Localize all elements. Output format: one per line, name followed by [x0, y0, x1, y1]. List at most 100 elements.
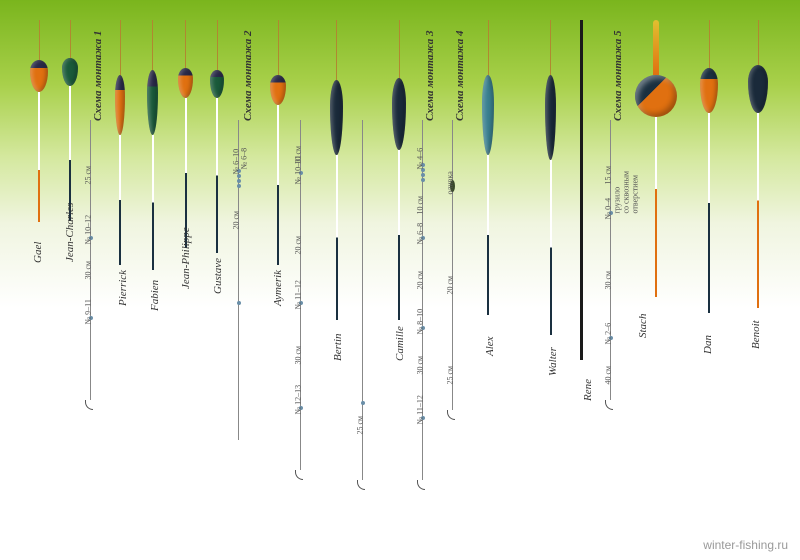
rig-marker: № 11–12	[416, 395, 425, 424]
rig-marker: № 2–6	[604, 323, 613, 345]
float-label: Alex	[484, 336, 496, 356]
rig-marker: 30 см	[604, 271, 613, 290]
float-scheme2: № 6–1020 см№ 6–8Схема монтажа 2	[238, 20, 239, 440]
float-body	[748, 65, 768, 113]
float-label: Aymerik	[272, 270, 284, 306]
float-label: Dan	[702, 335, 714, 354]
float-scheme2b: 10 см№ 10–1120 см№ 11–1230 см№ 12–13	[298, 20, 303, 480]
float-body	[482, 75, 494, 155]
float-stem	[336, 155, 338, 320]
float-antenna	[550, 20, 551, 75]
float-Benoit: Benoit	[748, 20, 768, 308]
float-stem	[580, 20, 583, 360]
rig-line: 25 см	[362, 120, 363, 480]
rig-marker: № 4–6	[416, 148, 425, 170]
rig-line: оливка20 см25 см	[452, 120, 453, 410]
weight-bead	[237, 174, 241, 178]
float-Jean-Philippe: Jean-Philippe	[178, 20, 193, 248]
float-Aymerik: Aymerik	[270, 20, 286, 265]
weight-bead	[361, 401, 365, 405]
rig-marker: 25 см	[84, 166, 93, 185]
hook-icon	[447, 410, 455, 420]
float-body	[635, 75, 677, 117]
float-label: Jean-Philippe	[180, 227, 192, 289]
float-stem	[655, 117, 657, 297]
float-stem	[152, 135, 154, 270]
float-antenna	[39, 20, 40, 60]
scheme-label: Схема монтажа 4	[454, 30, 466, 121]
float-Camille: Camille	[392, 20, 406, 320]
rig-marker: № 0–4	[604, 198, 613, 220]
float-body	[545, 75, 556, 160]
float-label: Jean-Charles	[64, 203, 76, 262]
weight-bead	[421, 173, 425, 177]
float-label: Stach	[637, 314, 649, 338]
float-antenna	[185, 20, 186, 68]
watermark: winter-fishing.ru	[703, 538, 788, 552]
float-label: Rene	[582, 379, 594, 401]
float-body	[700, 68, 718, 113]
hook-icon	[417, 480, 425, 490]
rig-marker: № 8–10	[416, 309, 425, 335]
float-label: Bertin	[332, 334, 344, 362]
float-body	[147, 70, 158, 135]
float-stem	[119, 135, 121, 265]
float-stem	[398, 150, 400, 320]
float-antenna	[152, 20, 153, 70]
float-antenna	[399, 20, 400, 78]
rig-marker: № 11–12	[294, 280, 303, 309]
rig-line: 15 см№ 0–430 см№ 2–640 см	[610, 120, 611, 400]
float-Gael: Gael	[30, 20, 48, 222]
rig-marker: № 10–11	[294, 155, 303, 184]
rig-marker: 40 см	[604, 366, 613, 385]
float-body	[62, 58, 78, 86]
rig-line: № 6–1020 см№ 6–8	[238, 120, 239, 440]
float-body	[330, 80, 343, 155]
float-label: Fabien	[149, 280, 161, 311]
float-Bertin: Bertin	[330, 20, 343, 320]
rig-line: № 4–610 см№ 6–820 см№ 8–1030 см№ 11–12	[422, 120, 423, 480]
float-label: Camille	[394, 326, 406, 361]
float-body	[210, 70, 224, 98]
rig-marker: № 9–11	[84, 299, 93, 324]
rig-marker: 30 см	[84, 261, 93, 280]
rig-marker: 25 см	[356, 416, 365, 435]
hook-icon	[85, 400, 93, 410]
float-stem	[69, 86, 71, 221]
float-antenna	[758, 20, 759, 65]
float-scheme3: № 4–610 см№ 6–820 см№ 8–1030 см№ 11–12Сх…	[420, 20, 425, 490]
float-stem	[757, 113, 759, 308]
float-label: Benoit	[750, 320, 762, 349]
float-body	[178, 68, 193, 98]
float-body	[30, 60, 48, 92]
float-Rene: Rene	[580, 20, 583, 360]
rig-marker: 15 см	[604, 166, 613, 185]
weight-bead	[237, 184, 241, 188]
hook-icon	[357, 480, 365, 490]
float-Dan: Dan	[700, 20, 718, 313]
scheme-label: Схема монтажа 2	[242, 30, 254, 121]
float-body	[115, 75, 125, 135]
float-label: Pierrick	[117, 270, 129, 306]
float-stem	[487, 155, 489, 315]
float-stem	[277, 105, 279, 265]
float-Walter: Walter	[545, 20, 556, 335]
float-scheme4: оливка20 см25 смСхема монтажа 4	[450, 20, 455, 420]
float-Stach: Stach	[635, 20, 677, 297]
float-antenna	[488, 20, 489, 75]
rig-marker: оливка	[446, 171, 455, 194]
float-body	[392, 78, 406, 150]
scheme-label: Схема монтажа 3	[424, 30, 436, 121]
hook-icon	[605, 400, 613, 410]
float-antenna	[709, 20, 710, 68]
hook-icon	[295, 470, 303, 480]
weight-bead	[421, 178, 425, 182]
float-antenna	[278, 20, 279, 75]
rig-marker: 20 см	[294, 236, 303, 255]
float-Gustave: Gustave	[210, 20, 224, 253]
float-Alex: Alex	[482, 20, 494, 315]
rig-marker: 10 см	[416, 196, 425, 215]
float-Fabien: Fabien	[147, 20, 158, 270]
rig-marker: № 12–13	[294, 385, 303, 415]
rig-marker: 20 см	[446, 276, 455, 295]
